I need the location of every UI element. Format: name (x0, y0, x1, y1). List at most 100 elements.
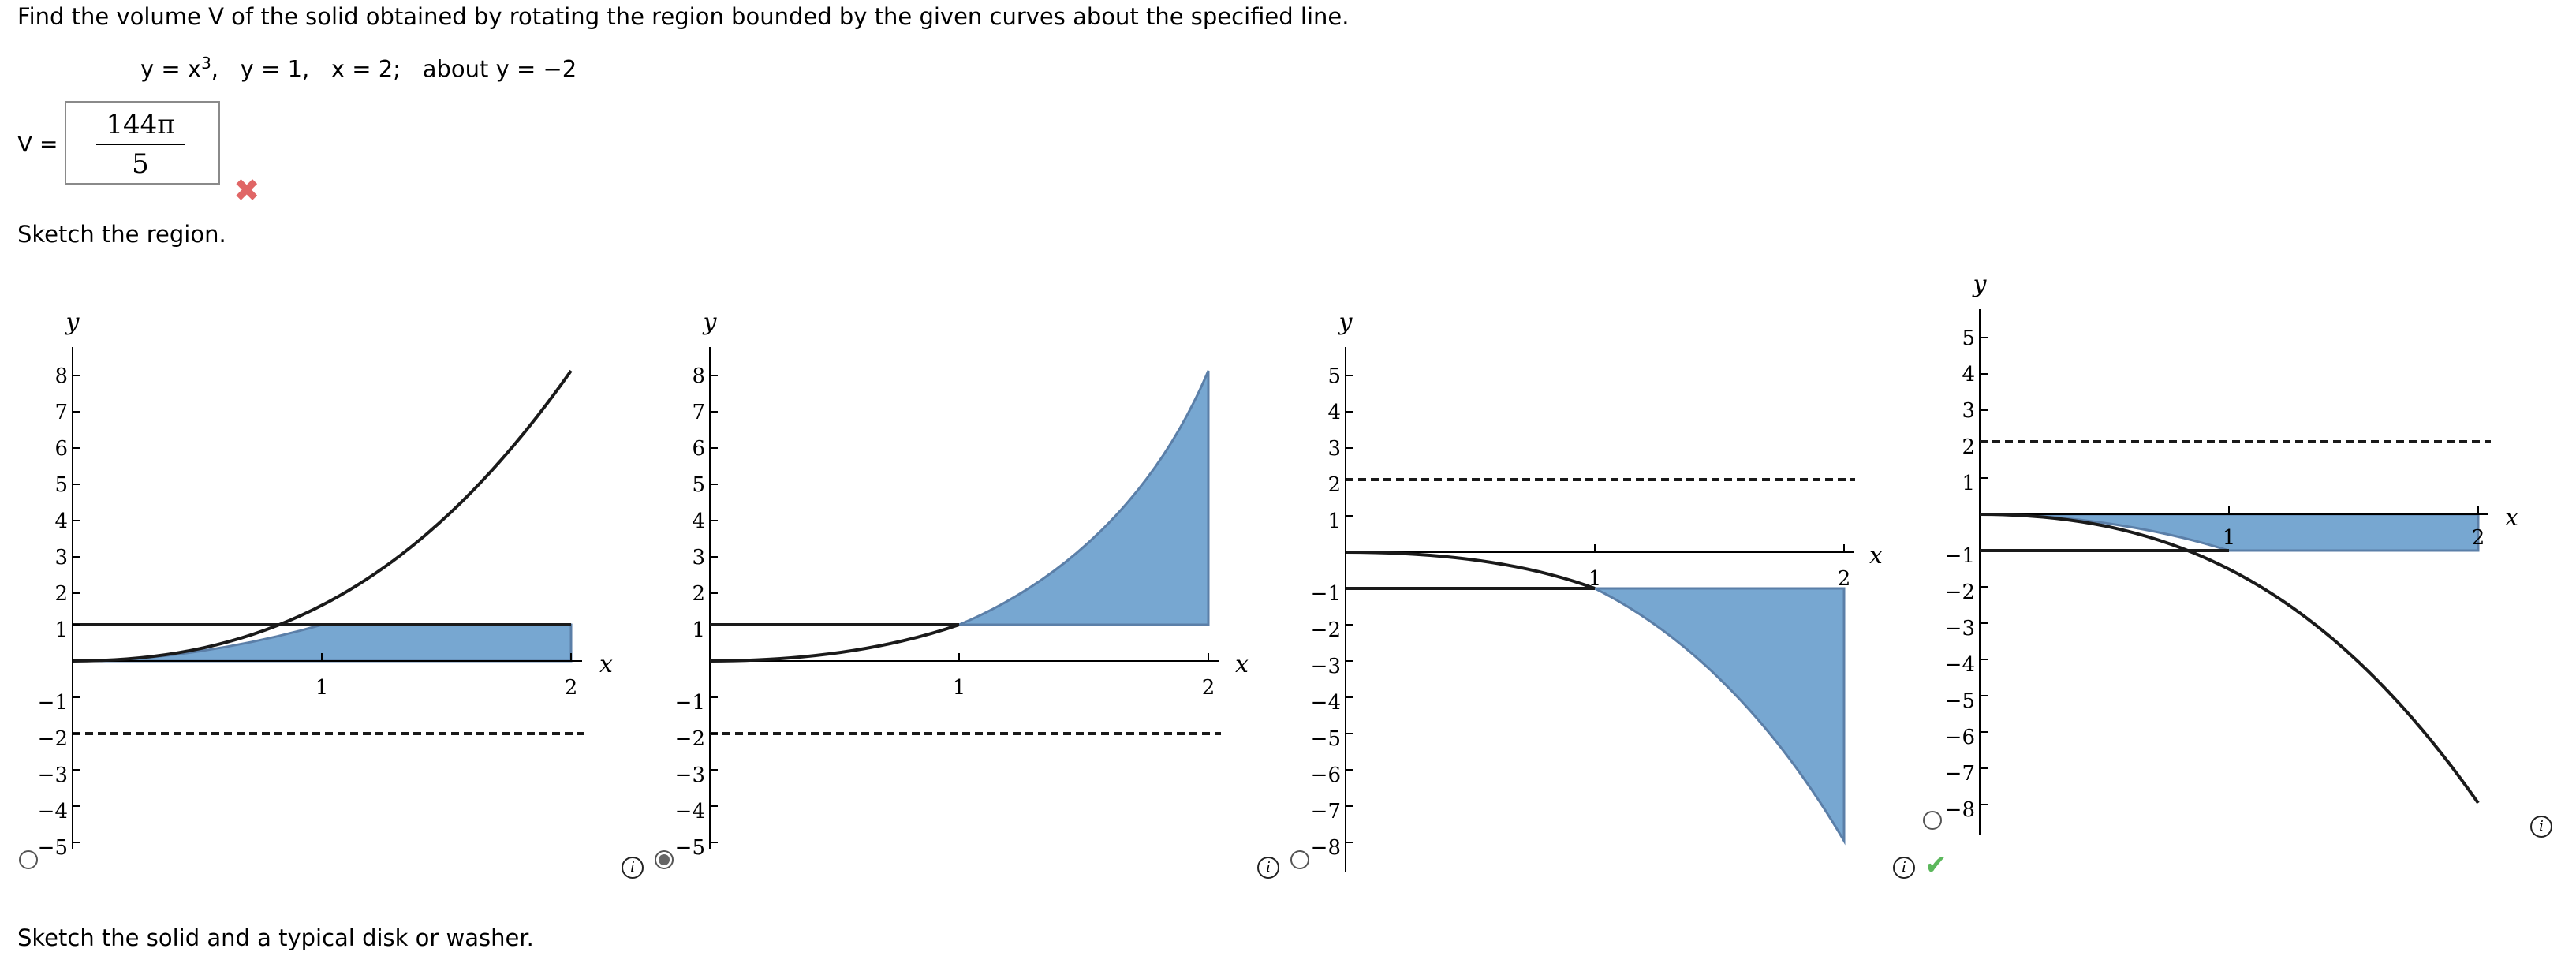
graph-3-y-ticks: 5 4 3 2 1 −1 −2 −3 −4 −5 −6 −7 −8 (1311, 364, 1341, 860)
graph-4-y-ticks: 5 4 3 2 1 −1 −2 −3 −4 −5 −6 −7 −8 (1945, 327, 1975, 822)
svg-text:−4: −4 (675, 800, 705, 823)
svg-text:−6: −6 (1311, 764, 1341, 787)
tick-label: 3 (54, 546, 68, 569)
graph-3-shaded-region (1594, 587, 1846, 846)
svg-text:2: 2 (692, 582, 705, 606)
svg-text:−5: −5 (675, 836, 705, 860)
tick-label: −2 (38, 727, 68, 751)
svg-text:−4: −4 (1311, 691, 1341, 715)
graph-4: 5 4 3 2 1 −1 −2 −3 −4 −5 −6 −7 −8 1 2 x y (1945, 271, 2518, 835)
graph-3-xtick-2: 2 (1838, 567, 1851, 591)
choice-3-radio[interactable] (1290, 850, 1309, 869)
curve-sep: , (211, 55, 241, 83)
svg-text:−2: −2 (1311, 618, 1341, 642)
graph-4-curve-cubic (1979, 513, 2480, 805)
svg-text:3: 3 (692, 546, 705, 569)
answer-denominator: 5 (132, 148, 149, 180)
fraction-bar (96, 144, 185, 145)
tick-label: −4 (38, 800, 68, 823)
svg-text:−8: −8 (1311, 836, 1341, 860)
answer-fraction: 144π 5 (87, 109, 194, 180)
info-icon[interactable]: i (622, 857, 644, 879)
choice-2-radio[interactable] (655, 850, 674, 869)
tick-label: 8 (54, 364, 68, 388)
svg-text:−6: −6 (1945, 726, 1975, 749)
graph-2: 8 7 6 5 4 3 2 1 −1 −2 −3 −4 −5 1 2 x y (675, 308, 1249, 860)
graph-2-curve-cubic (709, 623, 960, 663)
graph-1-y-label: y (65, 308, 80, 336)
svg-text:7: 7 (692, 401, 705, 424)
svg-text:−7: −7 (1945, 762, 1975, 786)
svg-text:3: 3 (1327, 437, 1341, 461)
svg-text:4: 4 (1962, 363, 1975, 387)
tick-label: −3 (38, 764, 68, 787)
graph-1-y-ticks: 8 7 6 5 4 3 2 1 −1 −2 −3 −4 −5 (38, 364, 68, 860)
graph-4-y-label: y (1972, 271, 1988, 298)
given-curves: y = x3, y = 1, x = 2; about y = −2 (140, 54, 577, 83)
svg-text:−3: −3 (1945, 617, 1975, 640)
sketch-region-prompt: Sketch the region. (17, 221, 226, 248)
curve-2: y = 1, (240, 55, 331, 83)
svg-text:5: 5 (692, 473, 705, 497)
svg-text:−1: −1 (1945, 544, 1975, 568)
svg-text:−1: −1 (1311, 582, 1341, 606)
check-mark-icon: ✔ (1925, 850, 1947, 881)
svg-text:−3: −3 (675, 764, 705, 787)
sketch-solid-prompt: Sketch the solid and a typical disk or w… (17, 924, 534, 951)
tick-label: 2 (54, 582, 68, 606)
x-mark-icon: ✖ (233, 173, 260, 209)
curve-1: y = x (140, 55, 202, 83)
svg-text:1: 1 (692, 618, 705, 642)
tick-label: −1 (38, 691, 68, 715)
svg-text:8: 8 (692, 364, 705, 388)
svg-text:4: 4 (1327, 401, 1341, 424)
svg-text:2: 2 (1962, 435, 1975, 459)
tick-label: 4 (54, 510, 68, 533)
svg-text:4: 4 (692, 510, 705, 533)
tick-label: −5 (38, 836, 68, 860)
answer-input[interactable]: 144π 5 (65, 101, 220, 185)
graph-3-y-label: y (1338, 308, 1353, 336)
rotation-axis: about y = −2 (422, 55, 577, 83)
svg-text:−1: −1 (675, 691, 705, 715)
tick-label: 5 (54, 473, 68, 497)
svg-text:6: 6 (692, 437, 705, 461)
graph-3-x-label: x (1869, 542, 1883, 569)
graph-3-xtick-1: 1 (1589, 567, 1602, 591)
choice-4-radio[interactable] (1923, 811, 1942, 830)
svg-text:−2: −2 (1945, 581, 1975, 604)
info-icon[interactable]: i (1257, 857, 1279, 879)
graph-4-x-label: x (2505, 504, 2518, 532)
tick-label: 7 (54, 401, 68, 424)
curve-3: x = 2; (330, 55, 423, 83)
svg-text:−5: −5 (1311, 727, 1341, 751)
svg-text:5: 5 (1962, 327, 1975, 350)
graph-1-x-label: x (599, 651, 613, 678)
graph-3-curve-cubic (1345, 551, 1596, 590)
graph-2-shaded-region (958, 370, 1210, 626)
graph-2-xtick-2: 2 (1202, 676, 1215, 700)
svg-text:−5: −5 (1945, 689, 1975, 713)
svg-text:−7: −7 (1311, 800, 1341, 823)
svg-text:1: 1 (1962, 472, 1975, 495)
svg-text:−8: −8 (1945, 798, 1975, 822)
svg-text:−4: −4 (1945, 653, 1975, 677)
info-icon[interactable]: i (1893, 857, 1915, 879)
choice-1-radio[interactable] (19, 850, 38, 869)
svg-text:3: 3 (1962, 399, 1975, 423)
svg-text:−2: −2 (675, 727, 705, 751)
curve-1-exponent: 3 (201, 54, 211, 73)
svg-text:1: 1 (1327, 510, 1341, 533)
svg-text:2: 2 (1327, 473, 1341, 497)
graph-1: 8 7 6 5 4 3 2 1 −1 −2 −3 −4 −5 1 2 x y (38, 308, 613, 860)
graph-4-xtick-2: 2 (2472, 526, 2485, 550)
svg-text:−3: −3 (1311, 655, 1341, 678)
graph-4-xtick-1: 1 (2223, 526, 2236, 550)
answer-numerator: 144π (106, 109, 175, 140)
graph-2-x-label: x (1235, 651, 1249, 678)
graph-1-xtick-1: 1 (315, 676, 329, 700)
graph-3: 5 4 3 2 1 −1 −2 −3 −4 −5 −6 −7 −8 1 2 x y (1311, 308, 1883, 872)
volume-label: V = (17, 131, 58, 157)
info-icon[interactable]: i (2530, 816, 2552, 838)
